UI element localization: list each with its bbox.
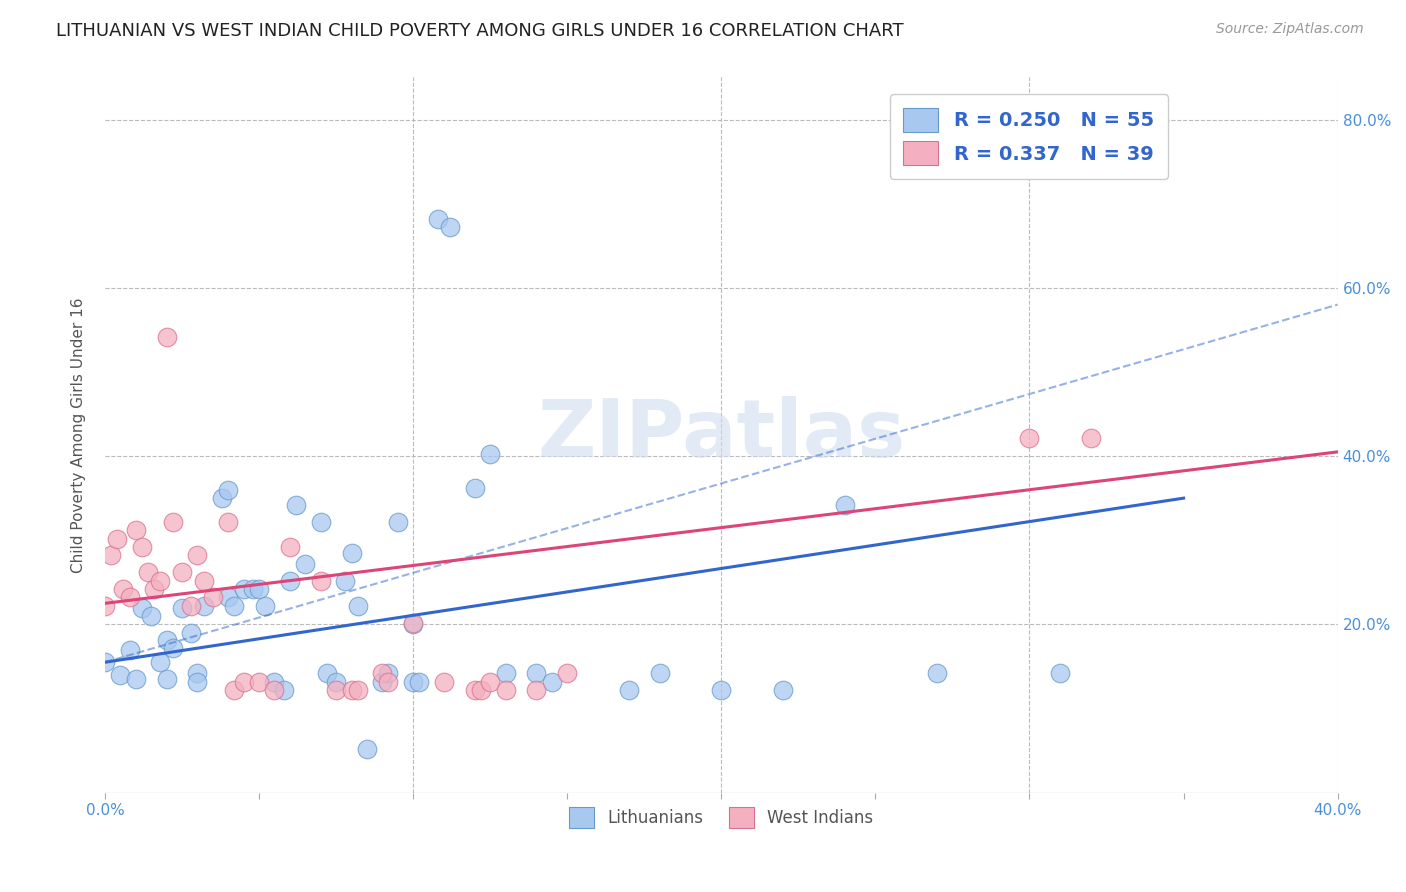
Point <box>371 666 394 681</box>
Point <box>710 683 733 698</box>
Point <box>224 599 246 613</box>
Point <box>340 546 363 560</box>
Point <box>211 491 233 505</box>
Point <box>402 674 425 689</box>
Point <box>495 683 517 698</box>
Point <box>439 220 461 235</box>
Point <box>285 498 308 512</box>
Point <box>387 515 409 529</box>
Point <box>143 582 166 596</box>
Point <box>325 674 347 689</box>
Point <box>193 599 215 613</box>
Point <box>247 674 270 689</box>
Point <box>232 582 254 596</box>
Point <box>136 565 159 579</box>
Point <box>170 565 193 579</box>
Point <box>254 599 277 613</box>
Point <box>1080 431 1102 445</box>
Point <box>131 540 153 554</box>
Point <box>617 683 640 698</box>
Point <box>247 582 270 596</box>
Point <box>193 574 215 588</box>
Point <box>141 609 163 624</box>
Point <box>217 515 239 529</box>
Point <box>925 666 948 681</box>
Point <box>125 672 148 686</box>
Point <box>309 515 332 529</box>
Point <box>263 683 285 698</box>
Point <box>162 640 184 655</box>
Point <box>294 557 316 571</box>
Point <box>170 600 193 615</box>
Point <box>346 599 368 613</box>
Point <box>273 683 295 698</box>
Point <box>464 481 486 495</box>
Point <box>100 549 122 563</box>
Point <box>346 683 368 698</box>
Point <box>356 742 378 756</box>
Point <box>263 674 285 689</box>
Point <box>1018 431 1040 445</box>
Point <box>371 674 394 689</box>
Point <box>186 666 208 681</box>
Point <box>278 540 301 554</box>
Point <box>1049 666 1071 681</box>
Point <box>162 515 184 529</box>
Point <box>495 666 517 681</box>
Point <box>125 523 148 537</box>
Point <box>156 329 179 343</box>
Point <box>94 655 117 669</box>
Point <box>110 668 132 682</box>
Point <box>156 672 179 686</box>
Text: LITHUANIAN VS WEST INDIAN CHILD POVERTY AMONG GIRLS UNDER 16 CORRELATION CHART: LITHUANIAN VS WEST INDIAN CHILD POVERTY … <box>56 22 904 40</box>
Point <box>186 549 208 563</box>
Point <box>335 574 357 588</box>
Point <box>402 615 425 630</box>
Point <box>232 674 254 689</box>
Point <box>149 655 172 669</box>
Point <box>156 632 179 647</box>
Point <box>201 591 224 605</box>
Point <box>479 447 502 461</box>
Text: Source: ZipAtlas.com: Source: ZipAtlas.com <box>1216 22 1364 37</box>
Point <box>112 582 135 596</box>
Point <box>408 674 430 689</box>
Point <box>479 674 502 689</box>
Point <box>433 674 456 689</box>
Y-axis label: Child Poverty Among Girls Under 16: Child Poverty Among Girls Under 16 <box>72 297 86 573</box>
Point <box>526 666 548 681</box>
Point <box>648 666 671 681</box>
Point <box>772 683 794 698</box>
Point <box>377 666 399 681</box>
Point <box>94 599 117 613</box>
Point <box>278 574 301 588</box>
Point <box>180 625 202 640</box>
Point <box>186 674 208 689</box>
Point <box>470 683 492 698</box>
Point <box>340 683 363 698</box>
Point <box>217 483 239 497</box>
Point <box>131 600 153 615</box>
Point <box>540 674 562 689</box>
Legend: Lithuanians, West Indians: Lithuanians, West Indians <box>562 801 880 834</box>
Point <box>118 591 141 605</box>
Point <box>149 574 172 588</box>
Point <box>242 582 264 596</box>
Point <box>834 498 856 512</box>
Point <box>325 683 347 698</box>
Point <box>464 683 486 698</box>
Point <box>224 683 246 698</box>
Point <box>377 674 399 689</box>
Point <box>180 599 202 613</box>
Point <box>315 666 337 681</box>
Point <box>526 683 548 698</box>
Point <box>402 617 425 632</box>
Text: ZIPatlas: ZIPatlas <box>537 396 905 474</box>
Point <box>118 642 141 657</box>
Point <box>309 574 332 588</box>
Point <box>426 211 449 226</box>
Point <box>105 532 128 546</box>
Point <box>555 666 578 681</box>
Point <box>217 591 239 605</box>
